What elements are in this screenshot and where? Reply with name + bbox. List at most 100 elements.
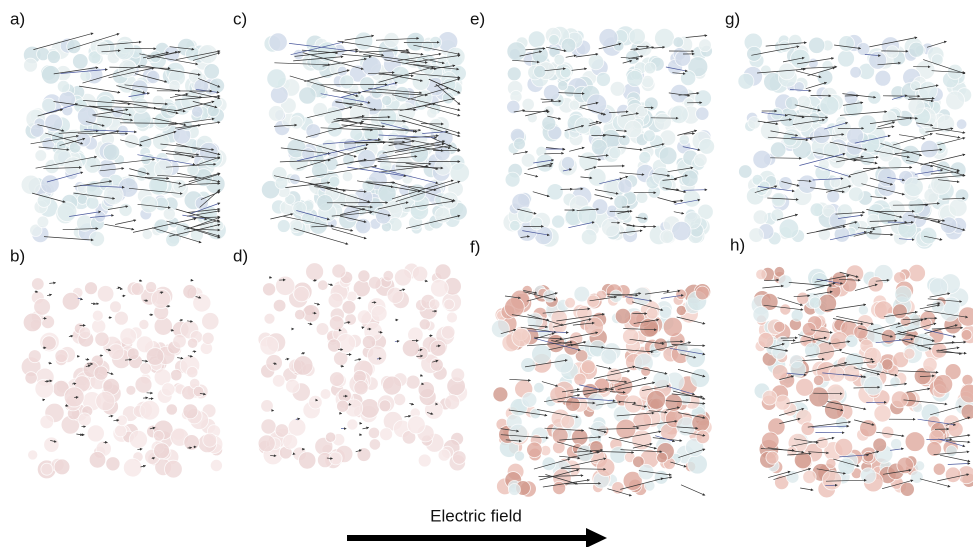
atom (106, 457, 120, 471)
atom (753, 150, 771, 168)
atom (861, 468, 877, 484)
atom (675, 51, 691, 67)
atom (96, 392, 115, 411)
atom (110, 301, 122, 313)
dipole-arrow (425, 281, 428, 282)
dipole-arrow (78, 133, 128, 134)
dipole-arrow (117, 287, 121, 288)
atom (42, 98, 56, 112)
atom (895, 286, 912, 303)
atom (657, 452, 668, 463)
atom (931, 54, 943, 66)
atom (491, 320, 509, 338)
atom (45, 114, 63, 132)
atom (581, 229, 597, 245)
atom (325, 432, 335, 442)
atom (318, 280, 329, 291)
atom (512, 328, 531, 347)
atom (949, 199, 967, 217)
atom (383, 376, 402, 395)
atom (54, 459, 70, 475)
atom (813, 127, 830, 144)
atom (493, 387, 508, 402)
atom (23, 313, 42, 332)
atom (32, 278, 45, 291)
atom (946, 446, 957, 457)
dipole-arrow (91, 303, 96, 304)
atom (85, 282, 98, 295)
atom (357, 448, 371, 462)
atom (153, 430, 164, 441)
atom (753, 307, 769, 323)
atom (780, 304, 791, 315)
atom (398, 103, 416, 121)
atom (923, 358, 937, 372)
atom (762, 390, 777, 405)
atom (670, 105, 688, 123)
atom (430, 358, 443, 371)
atom (753, 210, 768, 225)
atom (306, 263, 324, 281)
panel-label: g) (725, 9, 740, 28)
atom (108, 344, 124, 360)
molecule-panel (503, 26, 715, 247)
atom (623, 328, 639, 344)
molecule-panel (261, 32, 469, 245)
atom (679, 135, 689, 145)
panel-label: c) (233, 9, 247, 28)
atom (173, 335, 187, 349)
dipole-arrow (193, 351, 197, 352)
atom (369, 439, 380, 450)
molecule-panel (491, 284, 712, 498)
atom (536, 154, 554, 172)
atom (368, 346, 387, 365)
atom (929, 278, 948, 297)
atom (418, 382, 434, 398)
atom (532, 344, 552, 364)
dipole-arrow (410, 404, 414, 405)
atom (878, 168, 897, 187)
atom (329, 316, 344, 331)
atom (762, 432, 780, 450)
atom (566, 397, 581, 412)
atom (521, 153, 535, 167)
atom (267, 69, 286, 88)
atom (264, 313, 275, 324)
atom (849, 187, 864, 202)
atom (823, 142, 839, 158)
atom (610, 81, 625, 96)
atom (337, 400, 349, 412)
atom (578, 206, 597, 225)
atom (868, 277, 883, 292)
panel-label: f) (470, 237, 480, 256)
atom (886, 46, 899, 59)
atom (103, 144, 119, 160)
atom (552, 428, 568, 444)
atom (406, 375, 420, 389)
atom (691, 369, 710, 388)
atom (25, 372, 37, 384)
atom (826, 458, 836, 468)
atom (867, 214, 880, 227)
atom (797, 292, 809, 304)
atom (599, 29, 618, 48)
atom (312, 162, 328, 178)
atom (507, 42, 526, 61)
atom (561, 157, 574, 170)
dipole-arrow (355, 359, 361, 360)
atom (618, 179, 632, 193)
atom (73, 54, 89, 70)
atom (270, 86, 288, 104)
dipole-arrow (85, 359, 89, 360)
dipole-arrow (314, 303, 319, 305)
atom (44, 437, 59, 452)
atom (42, 66, 61, 85)
atom (758, 332, 774, 348)
atom (166, 233, 180, 247)
dipole-arrow (269, 277, 272, 278)
atom (601, 218, 619, 236)
atom (80, 71, 91, 82)
atom (441, 326, 455, 340)
atom (864, 376, 883, 395)
dipole-arrow (800, 488, 813, 490)
